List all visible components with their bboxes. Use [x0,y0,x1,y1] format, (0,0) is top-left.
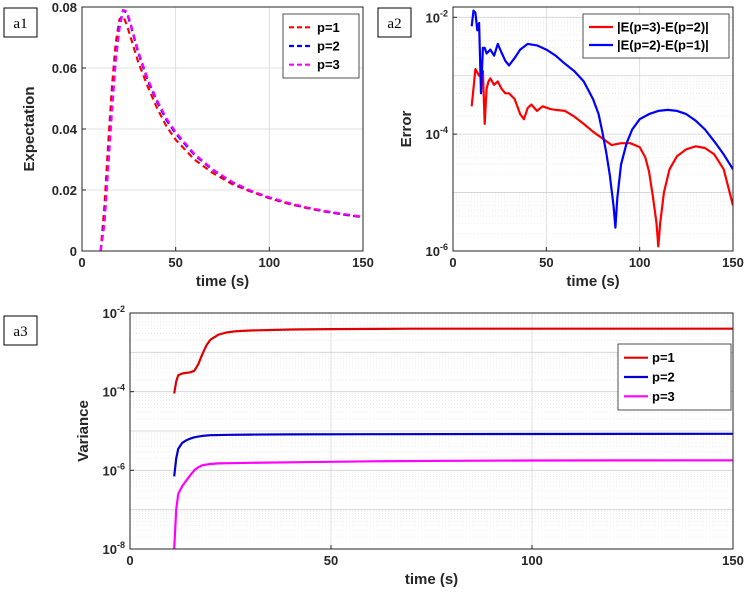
legend-box [582,13,730,59]
legend-box [282,13,360,79]
chart-a1: 0 50 100 150 0 0.02 0.04 0.06 0.08 time (s) Expect… [3,0,374,290]
x-tick-label: 50 [168,255,182,270]
legend-label-p=1: p=1 [317,20,340,35]
series-group [173,327,733,549]
legend-label-p=3: p=3 [317,57,340,72]
x-axis-label: time (s) [405,571,458,588]
y-tick-label: 10-2 [426,8,448,25]
x-tick-label: 0 [126,553,133,568]
y-tick-label: 10-4 [103,383,125,400]
x-tick-label: 50 [324,553,338,568]
x-tick-label: 150 [722,255,744,270]
y-tick-label: 0.06 [52,61,77,76]
chart-a3: 0 50 100 150 10-8 10-6 10-4 10-2 time (s) Varianc… [3,304,744,588]
x-tick-label: 150 [722,553,744,568]
series-group [99,8,363,251]
y-tick-label: 10-6 [426,242,448,259]
y-axis-label: Variance [75,400,92,462]
panel-tag-label: a1 [13,16,27,32]
x-tick-label: 100 [521,553,543,568]
y-tick-label: 0.04 [52,122,78,137]
legend-label-p=1: p=1 [652,350,675,365]
legend: p=1 p=2 p=3 [617,343,732,411]
series-group [470,9,733,248]
y-tick-label: 10-8 [103,540,125,557]
panel-tag: a3 [3,315,38,346]
panel-tag: a1 [3,7,38,38]
legend-label-p=2: p=2 [317,39,340,54]
x-tick-label: 0 [78,255,85,270]
series-line-|E(p=2)-E(p=1)| [470,9,733,229]
series-line-p=1 [99,15,363,251]
x-tick-label: 100 [629,255,651,270]
grid [452,7,734,252]
x-tick-label: 150 [352,255,374,270]
panel-tag: a2 [377,7,412,38]
x-tick-label: 0 [449,255,456,270]
y-tick-label: 10-2 [103,304,125,321]
y-tick-label: 10-6 [103,461,125,478]
y-tick-label: 0.08 [52,0,77,15]
y-axis-label: Expectation [21,86,38,171]
series-line-p=3 [99,8,363,251]
legend-label-|E(p=2)-E(p=1)|: |E(p=2)-E(p=1)| [617,38,709,53]
x-axis-label: time (s) [566,273,619,290]
axes-box [129,312,734,550]
series-line-p=1 [173,327,733,394]
panel-tag-label: a3 [13,324,27,340]
panel-tag-box [377,7,412,38]
x-tick-label: 100 [258,255,280,270]
legend-label-|E(p=3)-E(p=2)|: |E(p=3)-E(p=2)| [617,20,709,35]
y-tick-label: 10-4 [426,125,448,142]
y-axis-label: Error [398,111,415,148]
panel-tag-box [3,7,38,38]
series-line-|E(p=3)-E(p=2)| [470,67,733,248]
series-line-p=3 [173,459,733,549]
x-axis-label: time (s) [196,273,249,290]
panel-tag-label: a2 [387,16,401,32]
panel-tag-box [3,315,38,346]
legend-label-p=3: p=3 [652,389,675,404]
y-tick-label: 0 [70,244,77,259]
legend: |E(p=3)-E(p=2)| |E(p=2)-E(p=1)| [582,13,730,59]
axes-box [452,6,734,252]
series-line-p=2 [173,432,733,477]
legend-label-p=2: p=2 [652,370,675,385]
x-tick-label: 50 [539,255,553,270]
y-tick-label: 0.02 [52,183,77,198]
chart-a2: 0 50 100 150 10-6 10-4 10-2 time (s) Error |E(p=3… [377,6,744,290]
legend: p=1 p=2 p=3 [282,13,360,79]
